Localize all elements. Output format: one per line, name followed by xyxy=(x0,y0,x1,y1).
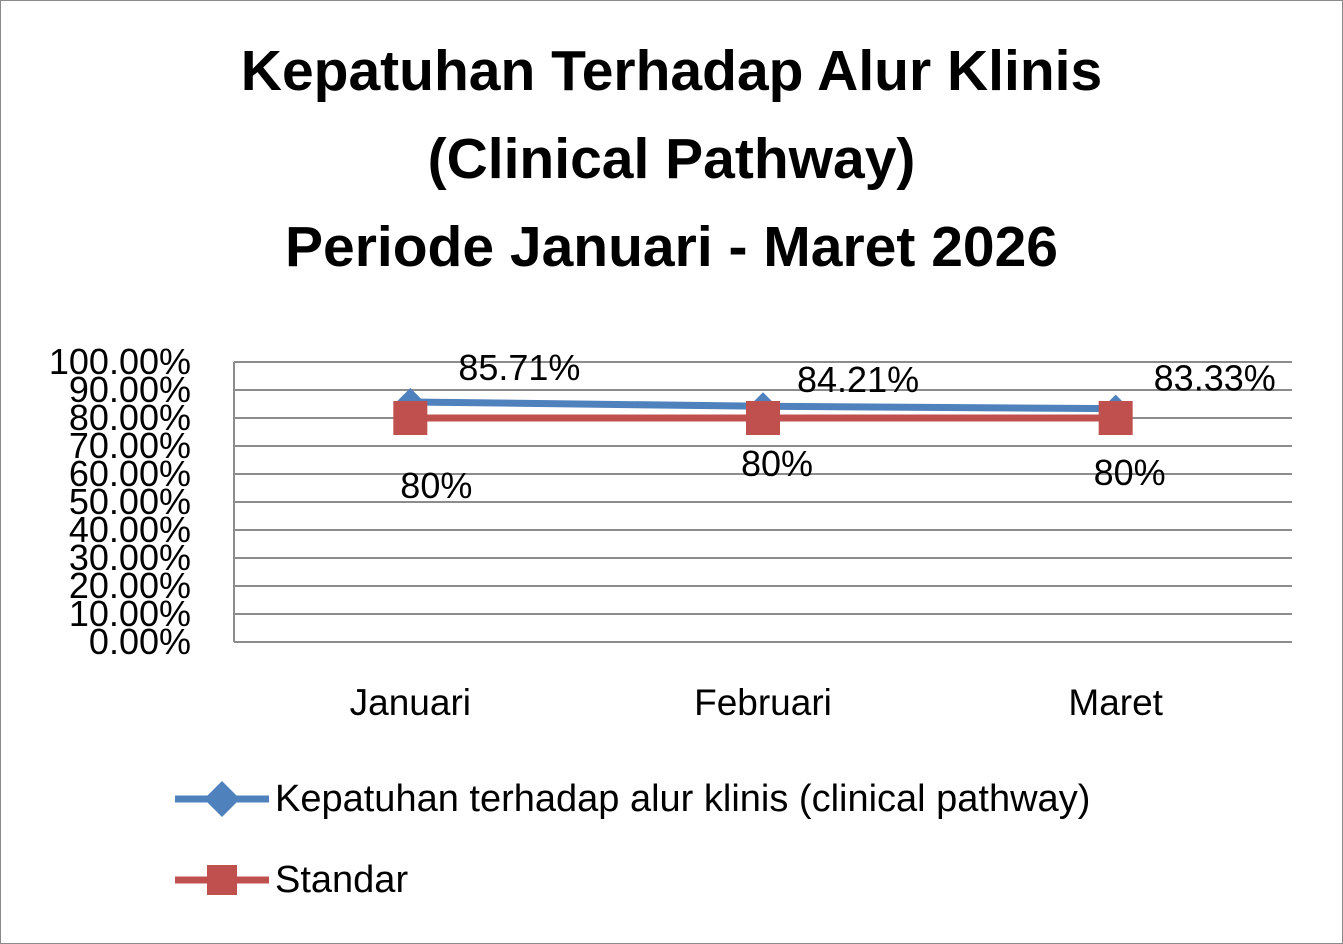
series-2-marker-square xyxy=(1098,401,1133,435)
data-label-series-1: 83.33% xyxy=(1154,358,1276,399)
chart-title-line-2: (Clinical Pathway) xyxy=(427,127,916,191)
data-label-series-2: 80% xyxy=(400,465,472,506)
legend-label-series-2: Standar xyxy=(275,858,409,901)
legend-item-series-1: Kepatuhan terhadap alur klinis (clinical… xyxy=(173,774,1090,824)
y-tick-label: 40.00% xyxy=(69,509,191,550)
y-tick-label: 60.00% xyxy=(69,453,191,494)
legend-swatch-red-square xyxy=(173,855,273,905)
y-tick-label: 20.00% xyxy=(69,565,191,606)
y-tick-label: 70.00% xyxy=(69,425,191,466)
x-category-label: Februari xyxy=(694,682,832,723)
y-tick-label: 0.00% xyxy=(89,621,191,662)
y-tick-label: 30.00% xyxy=(69,537,191,578)
y-tick-label: 100.00% xyxy=(49,341,191,382)
x-category-label: Januari xyxy=(350,682,471,723)
series-2-marker-square xyxy=(393,401,428,435)
series-2-marker-square xyxy=(746,401,780,435)
legend-item-series-2: Standar xyxy=(173,855,408,905)
data-label-series-2: 80% xyxy=(1094,452,1166,493)
data-label-series-1: 84.21% xyxy=(797,359,919,400)
y-tick-label: 50.00% xyxy=(69,481,191,522)
y-tick-label: 90.00% xyxy=(69,369,191,410)
chart-title-line-1: Kepatuhan Terhadap Alur Klinis xyxy=(240,39,1103,103)
data-label-series-1: 85.71% xyxy=(458,347,580,388)
legend-label-series-1: Kepatuhan terhadap alur klinis (clinical… xyxy=(275,777,1091,820)
legend-swatch-blue-diamond xyxy=(173,774,273,824)
y-tick-label: 10.00% xyxy=(69,593,191,634)
data-label-series-2: 80% xyxy=(741,443,813,484)
chart-title-line-3: Periode Januari - Maret 2026 xyxy=(284,215,1058,279)
y-tick-label: 80.00% xyxy=(69,397,191,438)
x-category-label: Maret xyxy=(1068,682,1163,723)
